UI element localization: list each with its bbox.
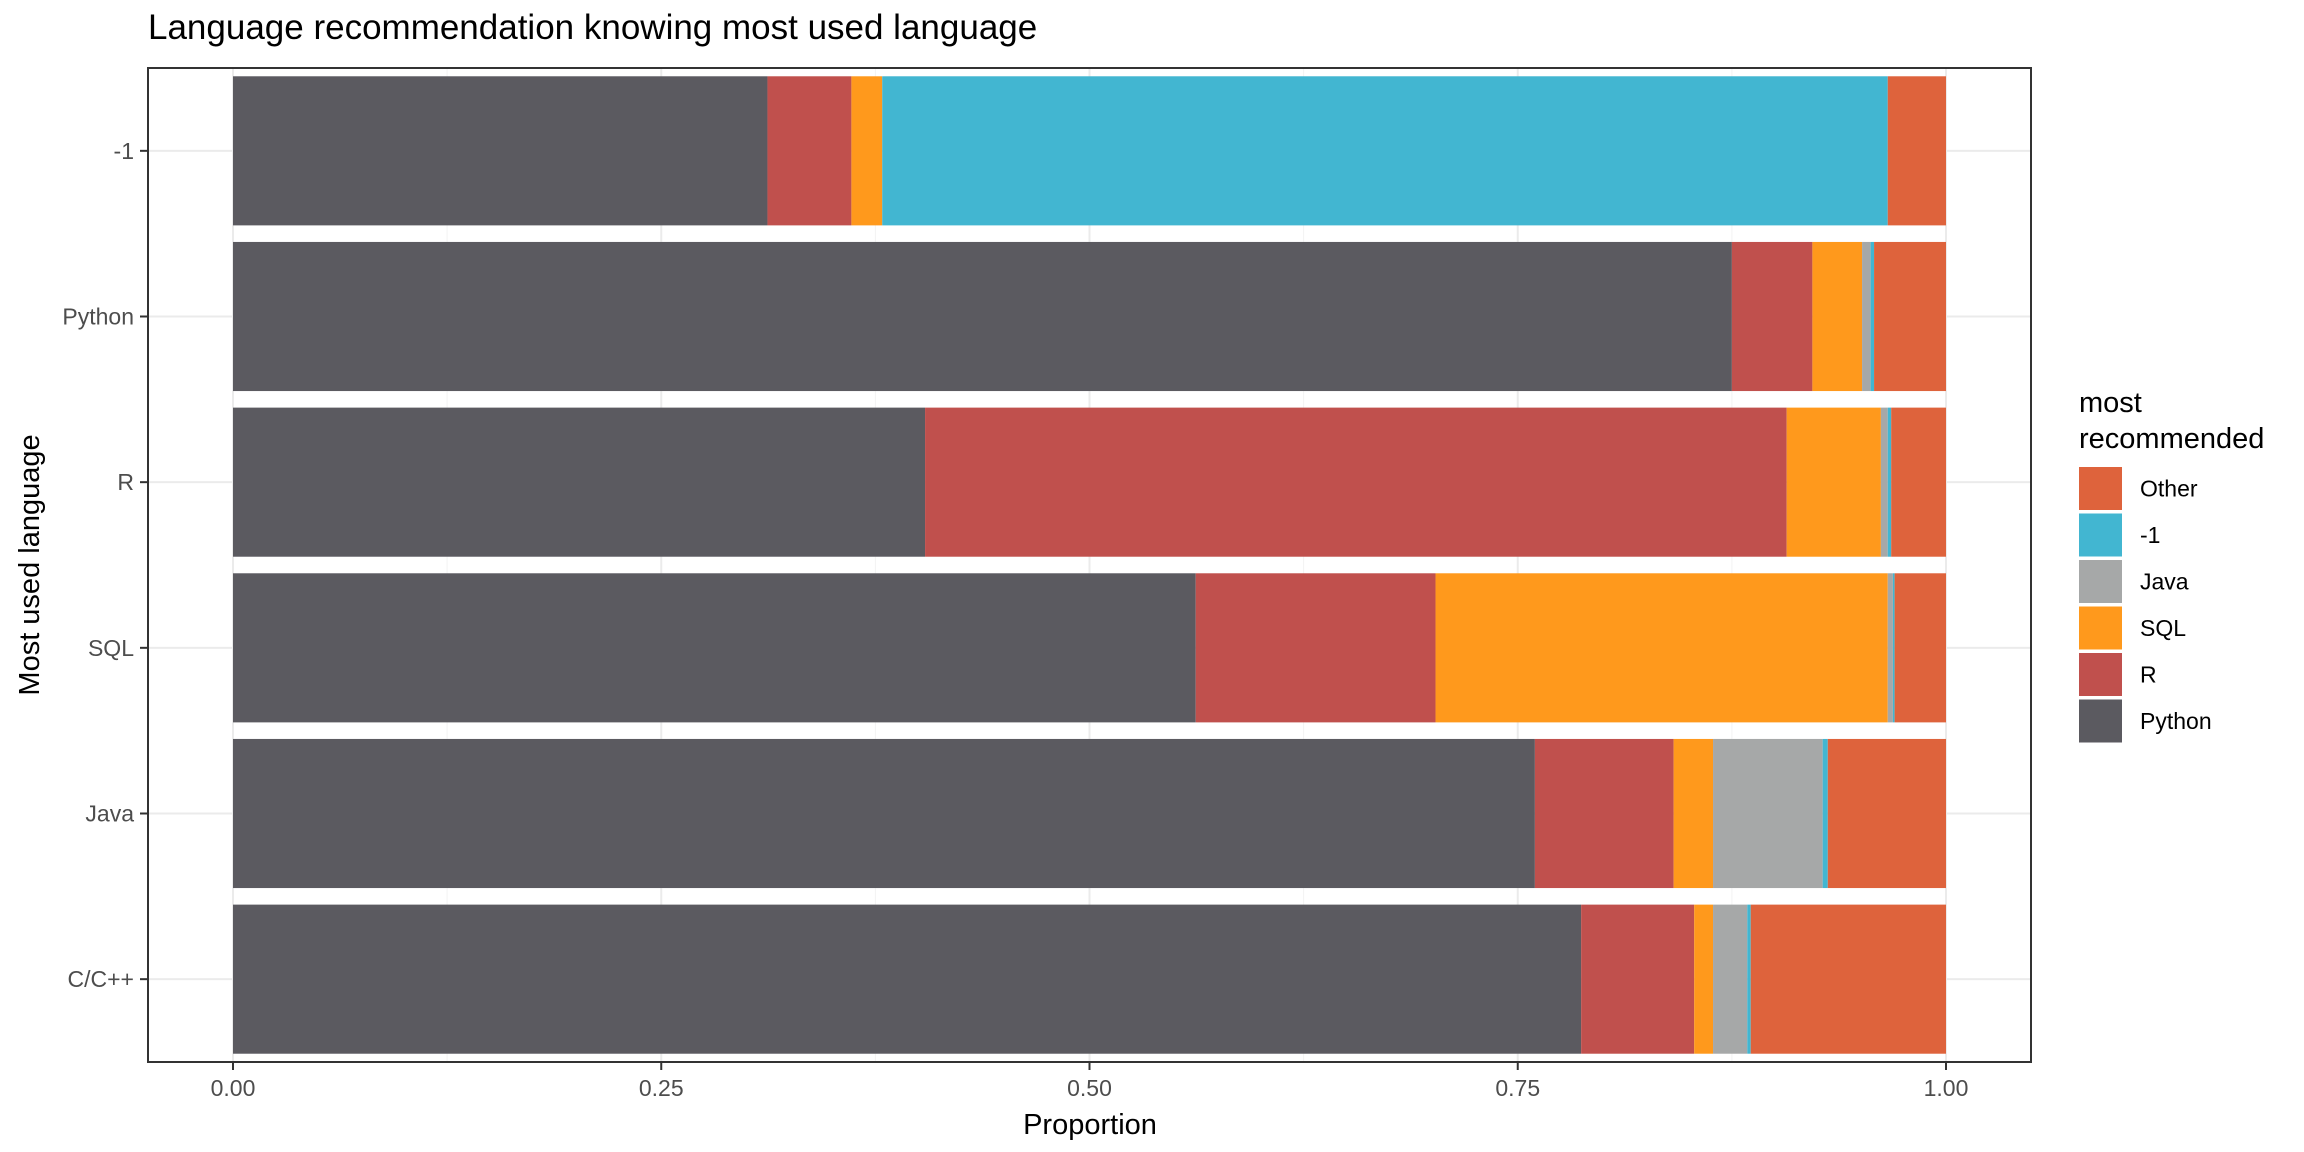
bar-segment-1-0 bbox=[882, 76, 1888, 226]
x-axis-title: Proportion bbox=[1023, 1109, 1157, 1141]
x-tick-label: 1.00 bbox=[1924, 1075, 1969, 1101]
bar-segment-other-5 bbox=[1750, 904, 1946, 1054]
bar-segment-r-3 bbox=[1195, 573, 1436, 723]
bar-segment-1-4 bbox=[1822, 738, 1828, 889]
y-tick-label: R bbox=[117, 469, 134, 495]
x-tick-label: 0.50 bbox=[1067, 1075, 1112, 1101]
legend: most recommended Other -1 Java SQL R Python bbox=[2079, 387, 2264, 743]
legend-key-java bbox=[2079, 560, 2122, 603]
y-axis-title: Most used language bbox=[14, 434, 46, 695]
legend-label: R bbox=[2140, 662, 2157, 688]
bar-segment-r-0 bbox=[767, 76, 852, 226]
bar-segment-other-0 bbox=[1887, 76, 1946, 226]
bar-segment-1-2 bbox=[1887, 407, 1892, 557]
y-tick-label: C/C++ bbox=[68, 966, 134, 992]
legend-label: -1 bbox=[2140, 522, 2160, 548]
bar-segment-java-1 bbox=[1862, 241, 1871, 392]
bar-segment-java-3 bbox=[1887, 573, 1893, 723]
legend-key-other bbox=[2079, 467, 2122, 510]
x-tick-label: 0.00 bbox=[211, 1075, 256, 1101]
bar-segment-python-4 bbox=[233, 738, 1535, 889]
legend-label: Java bbox=[2140, 569, 2189, 595]
bar-segment-1-3 bbox=[1892, 573, 1895, 723]
bar-segment-1-1 bbox=[1870, 241, 1875, 392]
legend-key-sql bbox=[2079, 606, 2122, 650]
bar-segment-other-4 bbox=[1827, 738, 1946, 889]
legend-label: SQL bbox=[2140, 615, 2186, 641]
bar-segment-other-3 bbox=[1894, 573, 1946, 723]
legend-key-1 bbox=[2079, 513, 2122, 557]
bar-segment-python-0 bbox=[233, 76, 768, 226]
bar-segment-sql-5 bbox=[1694, 904, 1714, 1054]
x-tick-label: 0.75 bbox=[1495, 1075, 1540, 1101]
bar-segment-sql-3 bbox=[1435, 573, 1888, 723]
bar-segment-r-2 bbox=[925, 407, 1787, 557]
bar-segment-python-1 bbox=[233, 241, 1732, 392]
bar-segment-java-2 bbox=[1880, 407, 1888, 557]
x-axis: 0.00 0.25 0.50 0.75 1.00 bbox=[211, 1062, 1969, 1101]
bar-segment-r-4 bbox=[1534, 738, 1674, 889]
bars-layer bbox=[233, 76, 1946, 1054]
bar-segment-r-5 bbox=[1581, 904, 1695, 1054]
bar-segment-sql-2 bbox=[1786, 407, 1881, 557]
legend-label: Python bbox=[2140, 708, 2212, 734]
y-tick-label: Python bbox=[62, 304, 134, 330]
bar-segment-other-1 bbox=[1874, 241, 1946, 392]
bar-segment-1-5 bbox=[1747, 904, 1751, 1054]
bar-segment-r-1 bbox=[1731, 241, 1813, 392]
y-axis: -1 Python R SQL Java C/C++ bbox=[62, 138, 148, 992]
legend-key-python bbox=[2079, 699, 2122, 743]
bar-segment-sql-4 bbox=[1673, 738, 1714, 889]
y-tick-label: SQL bbox=[88, 635, 134, 661]
bar-segment-python-5 bbox=[233, 904, 1582, 1054]
bar-segment-other-2 bbox=[1891, 407, 1946, 557]
bar-segment-sql-1 bbox=[1812, 241, 1863, 392]
bar-segment-python-2 bbox=[233, 407, 926, 557]
bar-segment-java-4 bbox=[1713, 738, 1823, 889]
bar-segment-python-3 bbox=[233, 573, 1196, 723]
legend-key-r bbox=[2079, 653, 2122, 696]
x-tick-label: 0.25 bbox=[639, 1075, 684, 1101]
bar-segment-java-5 bbox=[1713, 904, 1748, 1054]
legend-title: recommended bbox=[2079, 423, 2264, 455]
y-tick-label: Java bbox=[85, 801, 134, 827]
y-tick-label: -1 bbox=[114, 138, 134, 164]
bar-segment-sql-0 bbox=[851, 76, 883, 226]
legend-title: most bbox=[2079, 387, 2142, 419]
legend-label: Other bbox=[2140, 476, 2198, 502]
chart-title: Language recommendation knowing most use… bbox=[148, 8, 1038, 47]
